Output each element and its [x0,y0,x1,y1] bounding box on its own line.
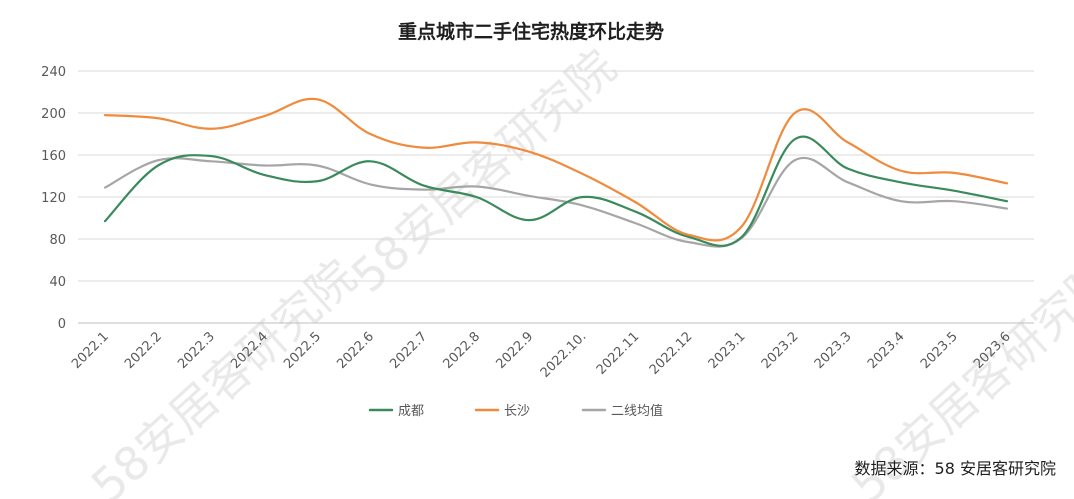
y-tick-label: 160 [41,149,66,164]
x-tick-label: 2023.2 [759,329,802,372]
x-tick-label: 2022.10. [538,329,590,381]
y-tick-label: 40 [49,275,66,290]
grid-lines [78,70,1034,324]
source-note: 数据来源：58 安居客研究院 [854,459,1056,478]
x-tick-label: 2022.12 [647,329,696,378]
y-tick-label: 0 [58,317,66,332]
x-tick-label: 2023.1 [706,329,749,372]
x-tick-label: 2022.9 [494,329,537,372]
series-lines [103,97,1009,248]
y-axis-ticks: 0 40 80 120 160 200 240 [41,65,66,332]
y-tick-label: 120 [41,191,66,206]
x-tick-label: 2023.4 [865,329,908,372]
y-tick-label: 80 [49,233,66,248]
legend-label: 二线均值 [611,403,663,419]
x-tick-label: 2022.2 [122,329,165,372]
x-tick-label: 2023.5 [918,329,961,372]
series-line-2 [103,157,1009,248]
chart-title: 重点城市二手住宅热度环比走势 [398,20,664,43]
watermark: 58安居客研究院 [81,249,366,499]
legend: 成都 长沙 二线均值 [368,403,663,419]
y-tick-label: 200 [41,107,66,122]
x-tick-label: 2022.1 [69,329,112,372]
x-tick-label: 2022.7 [387,329,430,372]
x-tick-label: 2022.6 [334,329,377,372]
legend-label: 成都 [398,404,424,419]
y-tick-label: 240 [41,65,66,80]
x-tick-label: 2022.8 [440,329,483,372]
legend-label: 长沙 [504,404,530,419]
x-tick-label: 2022.11 [594,329,643,378]
series-line-0 [103,135,1009,247]
watermark-group: 58安居客研究院 58安居客研究院 58安居客研究院 [81,39,1074,499]
x-tick-label: 2023.3 [812,329,855,372]
watermark: 58安居客研究院 [341,39,626,303]
series-line-1 [103,97,1009,242]
